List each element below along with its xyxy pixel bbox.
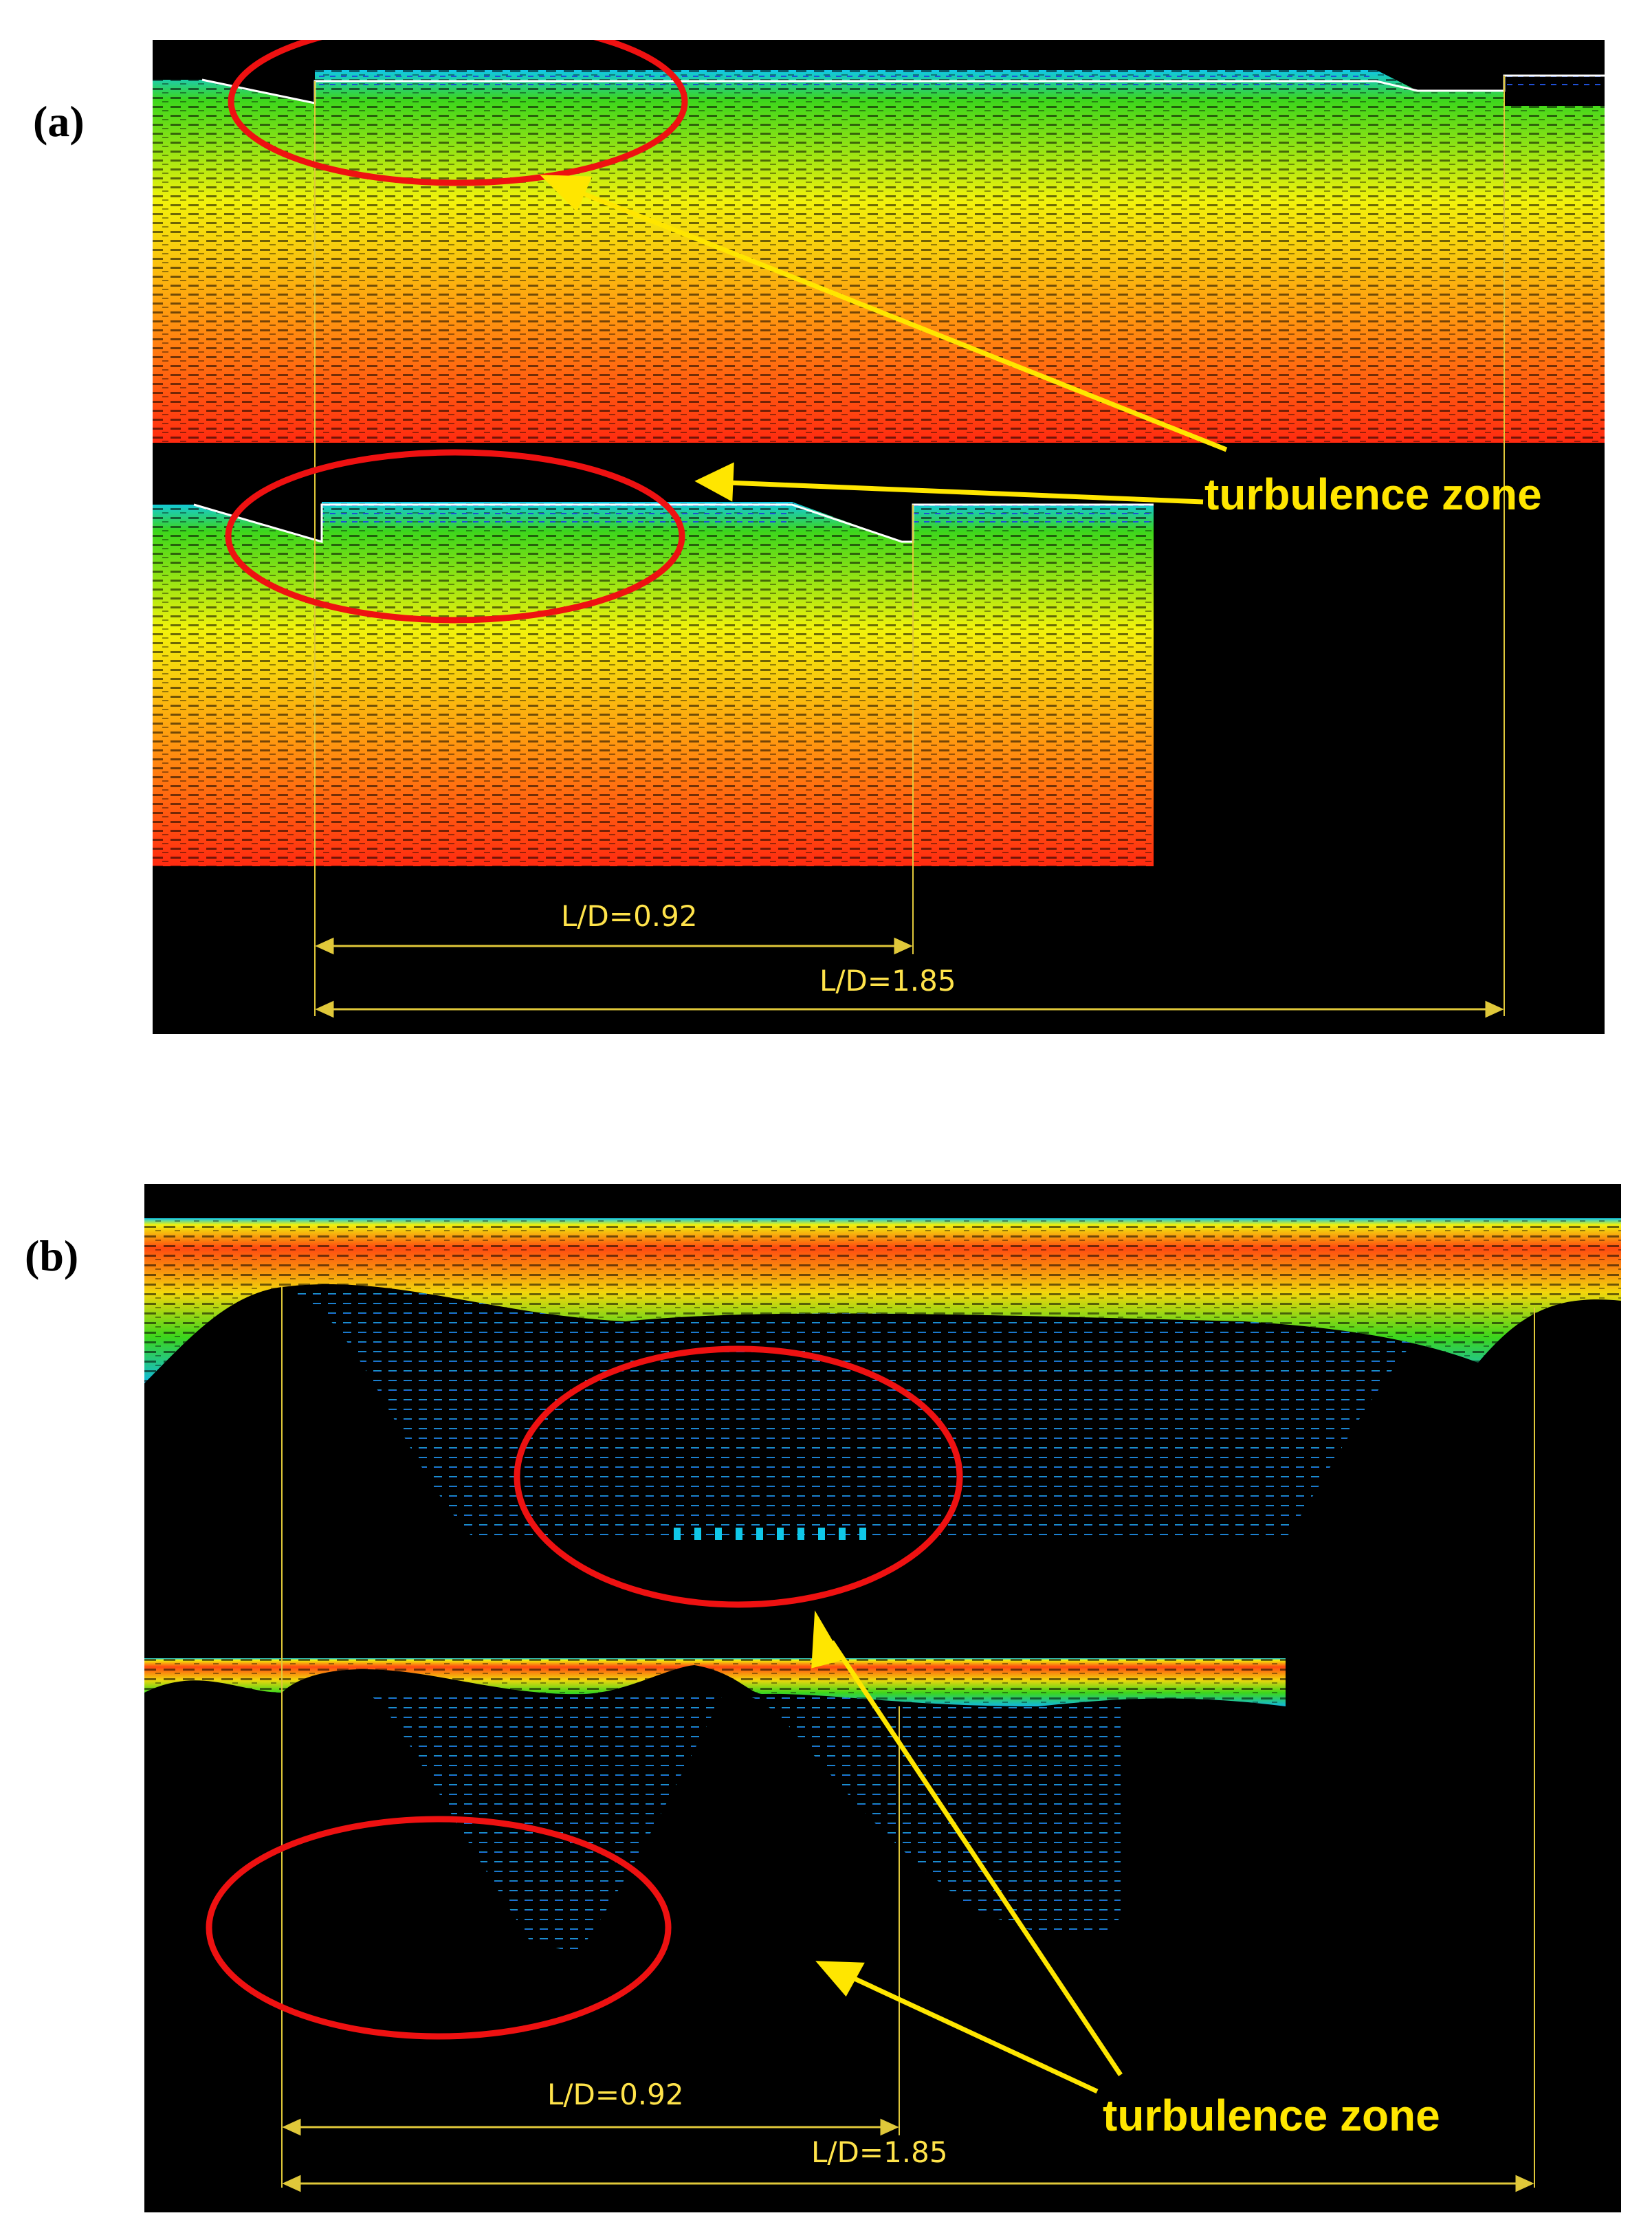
panel-a-lower-flow [153,502,1154,866]
panel-a-callout-arrows [540,175,1228,505]
panel-b-callout-text: turbulence zone [1103,2091,1440,2140]
panel-a-upper-flow [153,70,1605,443]
panel-b-reference-lines [281,1287,1535,2188]
panel-a-label: (a) [33,97,85,146]
panel-b-dim-label-long: L/D=1.85 [811,2135,948,2169]
panel-a-dim-label-short: L/D=0.92 [561,899,698,933]
panel-b-lower-flow [144,1658,1286,1954]
panel-b-upper-flow [144,1218,1621,1540]
panel-a-vector-field [153,40,1605,1018]
panel-a-dim-label-long: L/D=1.85 [819,964,956,998]
panel-a-dimension-arrows [315,937,1504,1018]
panel-a-turbulence-ellipse-lower [225,449,685,624]
panel-b-turbulence-ellipse-lower [206,1816,672,2040]
panel-a-callout-text: turbulence zone [1204,470,1542,519]
panel-b-figure: L/D=0.92 L/D=1.85 turbulence zone [144,1184,1621,2212]
panel-a-reference-lines [314,76,1505,1016]
panel-b-dimension-arrows [282,2118,1534,2192]
panel-b-dim-label-short: L/D=0.92 [547,2078,684,2111]
panel-b-vector-field [144,1218,1621,2192]
panel-a-figure: L/D=0.92 L/D=1.85 turbulence zone [153,40,1605,1034]
panel-b-callout-arrows [811,1610,1123,2094]
panel-a-turbulence-ellipse-upper [228,40,688,186]
panel-b-turbulence-ellipse-upper [514,1345,963,1608]
panel-b-label: (b) [25,1231,79,1280]
